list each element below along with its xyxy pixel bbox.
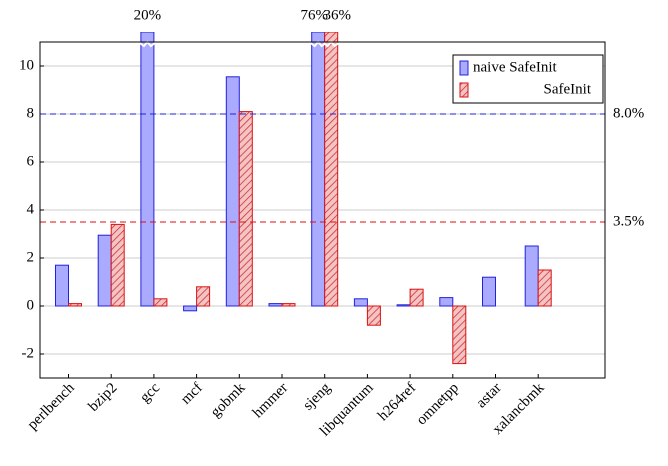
legend-box	[452, 54, 604, 104]
bar	[268, 303, 283, 307]
plot-frame	[39, 41, 606, 379]
y-tick-label: 2	[27, 249, 35, 265]
x-tick-label: h264ref	[375, 380, 419, 424]
x-tick-label: gobmk	[208, 380, 249, 421]
x-tick-label: gcc	[137, 380, 163, 406]
bar	[55, 264, 69, 307]
reference-label: 8.0%	[613, 105, 644, 121]
x-tick-label: astar	[473, 380, 504, 411]
bar	[537, 269, 552, 307]
y-tick-label: 4	[27, 201, 35, 217]
bar	[110, 223, 125, 307]
y-tick-label: 6	[27, 153, 35, 169]
bar	[524, 245, 539, 307]
reference-label: 3.5%	[613, 213, 644, 229]
bar	[140, 32, 155, 307]
legend-label: naive SafeInit	[473, 59, 558, 75]
bar	[439, 297, 454, 307]
value-label: 20%	[134, 7, 162, 23]
legend-swatch	[459, 82, 469, 98]
bar	[452, 305, 467, 365]
y-tick-label: -2	[22, 345, 35, 361]
bar	[482, 276, 496, 307]
bar	[97, 234, 112, 307]
bar	[409, 288, 424, 307]
bar	[366, 305, 381, 326]
value-label: 36%	[323, 7, 351, 23]
x-tick-label: mcf	[178, 380, 206, 408]
legend-label: SafeInit	[544, 81, 592, 97]
bar	[396, 304, 411, 307]
legend-swatch	[459, 60, 469, 76]
x-tick-label: perlbench	[25, 380, 78, 433]
value-label: 76%	[300, 7, 328, 23]
bar	[153, 298, 168, 307]
bar	[183, 305, 198, 312]
bar	[281, 303, 296, 307]
x-tick-label: hmmer	[250, 380, 291, 421]
bar	[353, 298, 368, 307]
x-tick-label: omnetpp	[414, 380, 462, 428]
y-tick-label: 8	[27, 105, 35, 121]
bar	[225, 76, 240, 307]
bar	[196, 286, 211, 307]
y-tick-label: 10	[19, 57, 34, 73]
bar	[238, 111, 253, 307]
plot-bars	[55, 32, 552, 365]
x-tick-label: sjeng	[300, 380, 334, 414]
bar	[68, 303, 82, 307]
bar	[311, 32, 326, 307]
y-tick-label: 0	[27, 297, 35, 313]
bar	[324, 32, 339, 307]
x-tick-label: bzip2	[86, 380, 121, 415]
